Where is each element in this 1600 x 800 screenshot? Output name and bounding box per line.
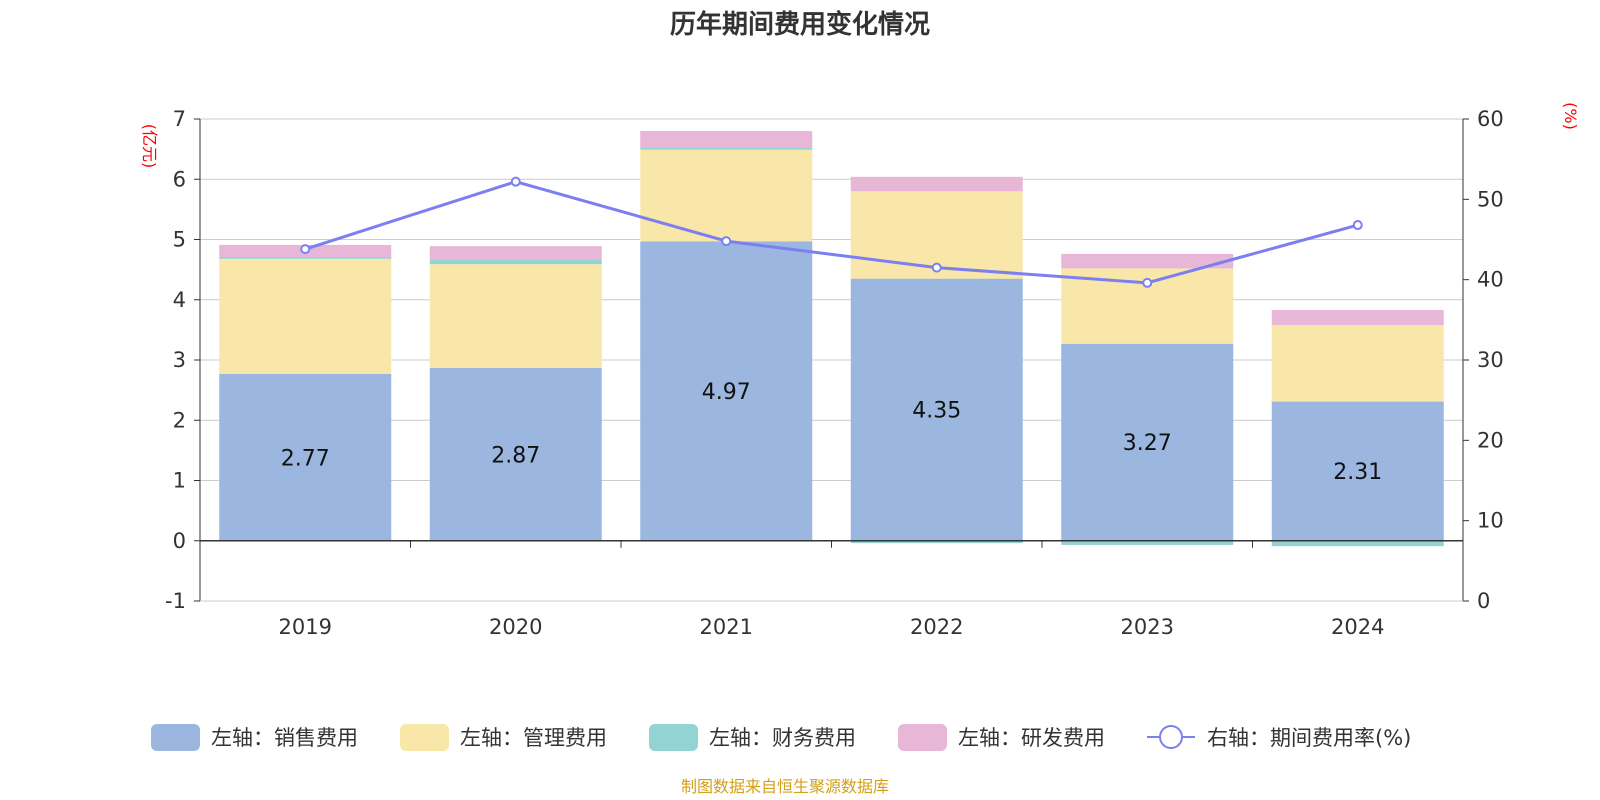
right-tick-label: 20	[1477, 428, 1504, 452]
legend-marker	[1159, 725, 1183, 749]
x-tick-label: 2019	[279, 615, 332, 639]
right-tick-label: 30	[1477, 348, 1504, 372]
bar-segment	[1061, 343, 1234, 541]
bar-segment	[429, 246, 602, 260]
line-series	[300, 176, 1363, 288]
bar-segment	[850, 540, 1023, 544]
left-tick-label: 2	[173, 408, 186, 432]
bar-segment	[1061, 540, 1234, 545]
legend-label: 左轴：销售费用	[211, 726, 358, 750]
bar-value-label: 3.27	[1123, 431, 1172, 456]
right-axis-unit: (%)	[1561, 102, 1580, 130]
bar-segment	[850, 278, 1023, 541]
left-tick-label: 0	[173, 529, 186, 553]
source-note: 制图数据来自恒生聚源数据库	[681, 777, 889, 796]
bar-segment	[1271, 401, 1444, 541]
bar-segment	[219, 256, 392, 259]
right-tick-label: 40	[1477, 268, 1504, 292]
right-tick-label: 50	[1477, 187, 1504, 211]
left-tick-label: 4	[173, 288, 186, 312]
legend-item[interactable]: 左轴：研发费用	[898, 724, 1105, 751]
bar-segment	[850, 176, 1023, 192]
legend-item[interactable]: 右轴：期间费用率(%)	[1147, 725, 1411, 750]
rate-point	[1142, 277, 1153, 288]
legend-label: 左轴：研发费用	[958, 726, 1105, 750]
rate-point	[931, 262, 942, 273]
legend-item[interactable]: 左轴：销售费用	[151, 724, 358, 751]
left-tick-label: 6	[173, 167, 186, 191]
legend[interactable]: 左轴：销售费用 左轴：管理费用 左轴：财务费用 左轴：研发费用 右轴：期间费用率(%)	[151, 724, 1411, 751]
legend-swatch	[400, 724, 449, 751]
right-tick-label: 0	[1477, 589, 1490, 613]
rate-point	[1352, 220, 1363, 231]
rate-point	[510, 176, 521, 187]
legend-swatch	[898, 724, 947, 751]
rate-point	[721, 236, 732, 247]
bar-value-label: 4.97	[702, 380, 751, 405]
left-tick-label: 5	[173, 228, 186, 252]
legend-label: 右轴：期间费用率(%)	[1207, 726, 1411, 750]
left-tick-label: 1	[173, 469, 186, 493]
left-tick-label: -1	[165, 589, 186, 613]
x-tick-label: 2023	[1121, 615, 1174, 639]
left-axis-unit: (亿元)	[140, 124, 159, 169]
rate-line	[304, 180, 1359, 285]
legend-label: 左轴：管理费用	[460, 726, 607, 750]
rate-point	[300, 244, 311, 255]
legend-item[interactable]: 左轴：管理费用	[400, 724, 607, 751]
bar-segment	[640, 147, 813, 150]
bar-segment	[429, 367, 602, 541]
x-tick-label: 2021	[700, 615, 753, 639]
x-tick-label: 2020	[489, 615, 542, 639]
bar-segment	[1271, 540, 1444, 547]
bar-value-label: 2.31	[1333, 460, 1382, 485]
x-axis: 2019 2020 2021 2022 2023 2024	[200, 540, 1463, 639]
bar-value-label: 2.87	[491, 443, 540, 468]
right-axis: 60 50 40 30 20 10 0	[1462, 107, 1504, 613]
bar-segment	[1061, 253, 1234, 269]
gridlines	[200, 118, 1463, 602]
right-tick-label: 60	[1477, 107, 1504, 131]
bar-segment	[640, 131, 813, 148]
bar-segment	[429, 264, 602, 368]
legend-swatch	[649, 724, 698, 751]
bar-segment	[640, 241, 813, 541]
bar-segment	[219, 373, 392, 541]
bar-segment	[1271, 309, 1444, 326]
bar-segment	[219, 258, 392, 374]
legend-swatch	[151, 724, 200, 751]
legend-label: 左轴：财务费用	[709, 726, 856, 750]
bar-segment	[1271, 325, 1444, 402]
left-tick-label: 7	[173, 107, 186, 131]
legend-item[interactable]: 左轴：财务费用	[649, 724, 856, 751]
bar-segment	[429, 259, 602, 265]
right-tick-label: 10	[1477, 509, 1504, 533]
bar-series: 2.77 2.87 4.97 4.35 3.27 2.31	[219, 131, 1444, 547]
x-tick-label: 2022	[910, 615, 963, 639]
bar-segment	[640, 149, 813, 242]
left-tick-label: 3	[173, 348, 186, 372]
bar-value-label: 4.35	[912, 399, 961, 424]
bar-value-label: 2.77	[281, 446, 330, 471]
x-tick-label: 2024	[1331, 615, 1384, 639]
chart-title: 历年期间费用变化情况	[670, 9, 930, 40]
left-axis: 7 6 5 4 3 2 1 0 -1	[165, 107, 201, 613]
